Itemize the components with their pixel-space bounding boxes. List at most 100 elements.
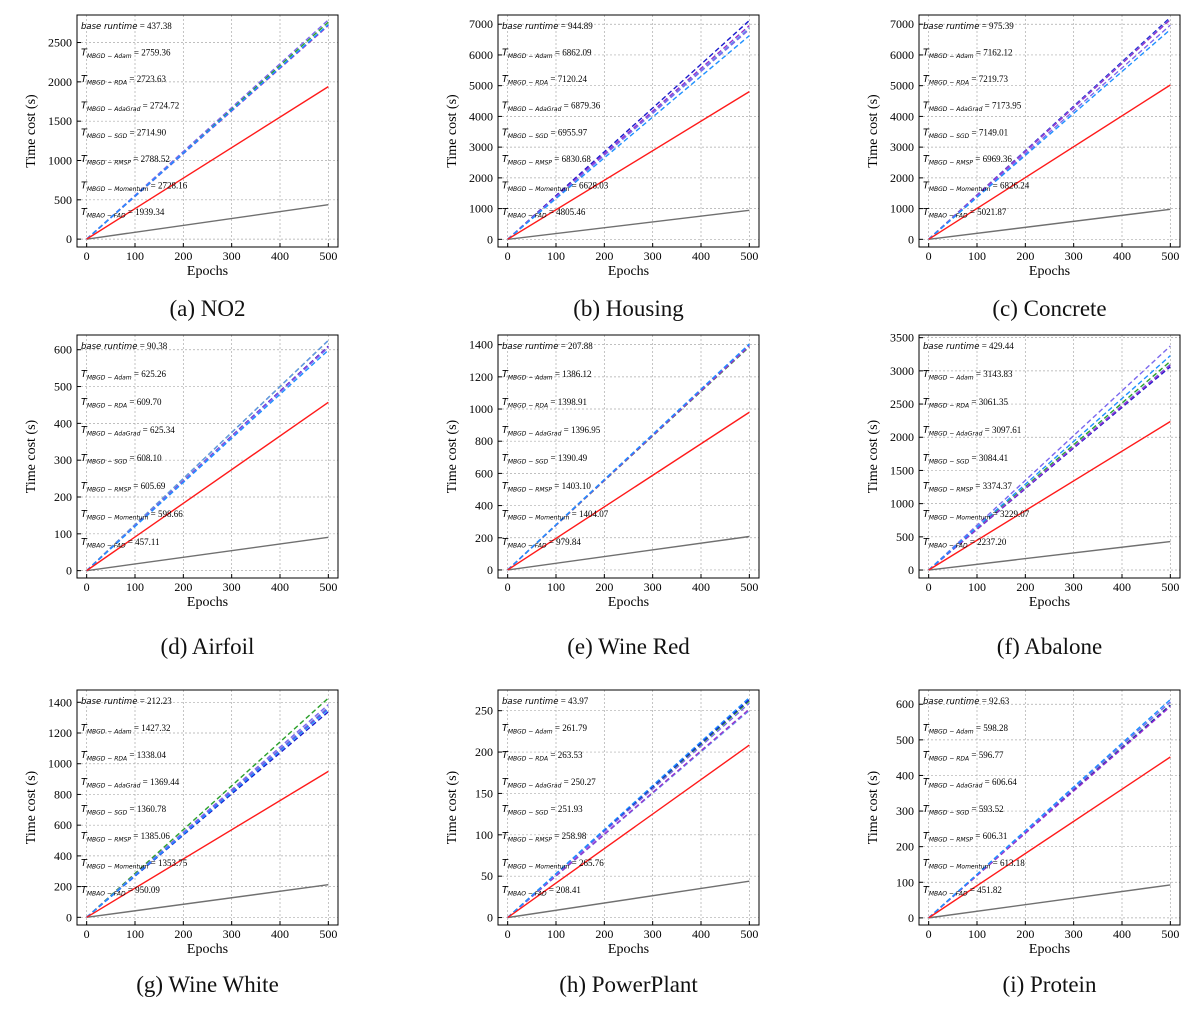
series-line-mbgd-momentum bbox=[928, 355, 1171, 571]
annotation-mbgd-sgd: TMBGD − SGD = 593.52 bbox=[923, 804, 1004, 817]
annotation-symbol: T bbox=[81, 369, 88, 380]
series-line-mbgd-rmsp bbox=[507, 28, 750, 240]
plot-frame bbox=[497, 334, 760, 579]
y-tick-label: 300 bbox=[54, 453, 72, 467]
annotation-value: = 3061.35 bbox=[969, 397, 1008, 407]
x-tick-label: 100 bbox=[547, 249, 565, 263]
series-line-mbao-fad bbox=[86, 86, 329, 240]
y-axis-label: Time cost (s) bbox=[24, 770, 39, 844]
annotation-value: = 2728.16 bbox=[148, 180, 187, 190]
series-line-mbgd-momentum bbox=[86, 24, 329, 240]
series-line-mbgd-sgd bbox=[507, 708, 750, 919]
annotation-value: = 2759.36 bbox=[132, 48, 171, 58]
annotation-mbgd-adagrad: TMBGD − AdaGrad = 606.64 bbox=[923, 777, 1017, 790]
annotation-subscript: MBGD − RDA bbox=[508, 403, 548, 410]
annotation-base-runtime: base runtime = 212.23 bbox=[81, 696, 172, 707]
series-line-base-runtime bbox=[86, 884, 329, 919]
x-axis-label: Epochs bbox=[1029, 595, 1070, 610]
annotation-symbol: T bbox=[502, 154, 509, 165]
annotation-subscript: MBGD − SGD bbox=[508, 809, 549, 816]
annotation-mbgd-rda: TMBGD − RDA = 1338.04 bbox=[81, 750, 166, 763]
y-tick-label: 200 bbox=[475, 745, 493, 759]
x-tick-label: 500 bbox=[740, 580, 758, 594]
annotation-symbol: T bbox=[502, 397, 509, 408]
annotation-base-runtime: base runtime = 90.38 bbox=[81, 341, 168, 352]
y-tick-label: 400 bbox=[896, 768, 914, 782]
annotation-symbol: T bbox=[502, 369, 509, 380]
annotation-base-runtime: base runtime = 975.39 bbox=[923, 21, 1014, 32]
annotation-value: = 950.09 bbox=[126, 885, 161, 895]
annotation-value: = 3097.61 bbox=[982, 425, 1021, 435]
annotation-subscript: MBGD − AdaGrad bbox=[508, 782, 562, 789]
subplot-caption: (b) Housing bbox=[573, 296, 684, 321]
series-line-mbgd-rmsp bbox=[86, 19, 329, 240]
subplot-caption: (d) Airfoil bbox=[160, 634, 255, 659]
x-tick-label: 100 bbox=[968, 580, 986, 594]
annotation-mbgd-rda: TMBGD − RDA = 7120.24 bbox=[502, 74, 587, 87]
annotation-value: = 6879.36 bbox=[561, 101, 600, 111]
annotation-value: = 596.77 bbox=[969, 750, 1004, 760]
annotation-base-runtime: base runtime = 207.88 bbox=[502, 341, 593, 352]
annotation-mbgd-adam: TMBGD − Adam = 625.26 bbox=[81, 369, 166, 382]
annotation-subscript: MBGD − SGD bbox=[508, 133, 549, 140]
annotation-subscript: MBGD − Adam bbox=[87, 53, 132, 60]
annotation-symbol: T bbox=[502, 481, 509, 492]
annotation-mbgd-adam: TMBGD − Adam = 598.28 bbox=[923, 723, 1008, 736]
annotation-symbol: T bbox=[502, 777, 509, 788]
annotation-symbol: T bbox=[81, 127, 88, 138]
y-tick-label: 1400 bbox=[48, 695, 72, 709]
annotation-symbol: T bbox=[923, 777, 930, 788]
annotation-value: = 625.26 bbox=[132, 369, 167, 379]
x-tick-label: 100 bbox=[968, 249, 986, 263]
annotation-symbol: T bbox=[923, 481, 930, 492]
series-line-mbgd-sgd bbox=[507, 345, 750, 571]
annotation-symbol: T bbox=[923, 154, 930, 165]
y-axis-label: Time cost (s) bbox=[445, 94, 460, 168]
series-line-mbgd-sgd bbox=[507, 25, 750, 240]
y-tick-label: 0 bbox=[66, 910, 72, 924]
annotation-base-runtime: base runtime = 43.97 bbox=[502, 696, 589, 707]
annotation-symbol: T bbox=[502, 858, 509, 869]
annotation-value: = 261.79 bbox=[553, 723, 588, 733]
annotation-symbol: T bbox=[923, 750, 930, 761]
annotation-subscript: MBGD − AdaGrad bbox=[87, 782, 141, 789]
series-line-mbgd-momentum bbox=[86, 349, 329, 572]
annotation-subscript: MBGD − Momentum bbox=[929, 515, 991, 522]
subplot-caption: (g) Wine White bbox=[136, 972, 279, 997]
x-tick-label: 100 bbox=[547, 580, 565, 594]
annotation-subscript: MBGD − SGD bbox=[508, 459, 549, 466]
annotation-mbgd-adagrad: TMBGD − AdaGrad = 625.34 bbox=[81, 425, 175, 438]
y-tick-label: 3000 bbox=[890, 140, 914, 154]
annotation-mbao-fad: TMBAO − FAD = 2237.20 bbox=[923, 537, 1007, 550]
annotation-mbgd-adam: TMBGD − Adam = 1386.12 bbox=[502, 369, 591, 382]
x-tick-label: 300 bbox=[644, 249, 662, 263]
annotation-value: = 979.84 bbox=[547, 537, 582, 547]
y-tick-label: 0 bbox=[908, 563, 914, 577]
y-tick-label: 2000 bbox=[890, 171, 914, 185]
annotation-value: = 5021.87 bbox=[968, 207, 1007, 217]
subplot-caption: (h) PowerPlant bbox=[559, 972, 698, 997]
annotation-subscript: MBGD − RMSP bbox=[87, 159, 132, 166]
x-tick-label: 400 bbox=[692, 580, 710, 594]
y-tick-label: 1400 bbox=[469, 338, 493, 352]
y-tick-label: 3000 bbox=[890, 364, 914, 378]
x-tick-label: 500 bbox=[319, 249, 337, 263]
chart-svg: 0 100 200 300 400 500 0 50 100 150 200 250 base runt… bbox=[445, 689, 760, 957]
annotation-value: = 437.38 bbox=[137, 21, 172, 31]
annotation-symbol: T bbox=[81, 74, 88, 85]
x-tick-label: 200 bbox=[1016, 927, 1034, 941]
annotation-value: = 258.98 bbox=[552, 831, 587, 841]
annotation-mbgd-rmsp: TMBGD − RMSP = 3374.37 bbox=[923, 481, 1012, 494]
annotation-subscript: MBAO − FAD bbox=[508, 543, 547, 550]
x-tick-label: 400 bbox=[271, 580, 289, 594]
plot-frame bbox=[497, 14, 760, 248]
annotation-value: = 6826.24 bbox=[990, 180, 1029, 190]
x-tick-label: 100 bbox=[126, 580, 144, 594]
y-tick-label: 250 bbox=[475, 704, 493, 718]
annotation-base-runtime: base runtime = 437.38 bbox=[81, 21, 172, 32]
plot-frame bbox=[76, 334, 339, 579]
annotation-value: = 6862.09 bbox=[553, 48, 592, 58]
annotation-symbol: T bbox=[502, 453, 509, 464]
y-tick-label: 3000 bbox=[469, 140, 493, 154]
x-tick-label: 500 bbox=[1161, 580, 1179, 594]
